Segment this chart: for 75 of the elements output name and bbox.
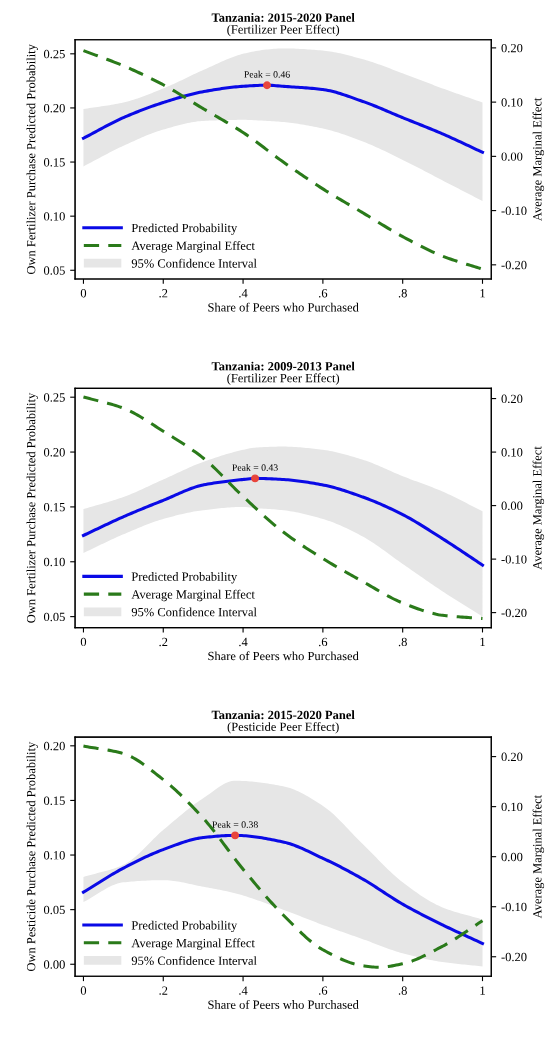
- x-tick-label: 0: [80, 986, 87, 995]
- annotation: 95% Confidence Interval: [131, 258, 257, 268]
- x-tick-label: .2: [159, 289, 168, 298]
- y-tick-label: 0.20: [43, 741, 65, 751]
- x-tick-label: .2: [159, 637, 168, 647]
- y-tick-label: 0.15: [43, 158, 65, 167]
- annotation: Peak = 0.43: [232, 464, 278, 471]
- y2-tick-label: 0.10: [501, 98, 523, 107]
- legend-label: Average Marginal Effect: [131, 589, 255, 602]
- y2-axis-title: Average Marginal Effect: [532, 97, 545, 222]
- y2-tick-label: 0.20: [501, 394, 523, 404]
- y2-tick-label: 0.10: [501, 448, 523, 457]
- chart-subtitle: (Fertilizer Peer Effect): [227, 373, 340, 385]
- x-tick-label: .8: [398, 637, 407, 647]
- annotation: Peak = 0.38: [212, 821, 258, 828]
- x-tick-label: .8: [398, 986, 407, 995]
- x-tick-label: .6: [319, 289, 328, 298]
- y2-tick-label: -0.20: [501, 260, 527, 270]
- x-tick-label: .6: [319, 986, 328, 995]
- y-tick-label: 0.10: [43, 212, 65, 221]
- y-tick-label: 0.10: [43, 851, 65, 860]
- y2-tick-label: 0.00: [501, 501, 523, 511]
- x-tick-label: .4: [239, 986, 248, 995]
- x-tick-label: 0: [80, 637, 87, 647]
- x-tick-label: .6: [319, 637, 328, 647]
- y-tick-label: 0.20: [43, 103, 65, 113]
- y-tick-label: 0.05: [43, 266, 65, 275]
- y-tick-label: 0.15: [43, 502, 65, 512]
- y2-tick-label: 0.10: [501, 802, 523, 812]
- x-tick-label: 1: [480, 637, 485, 646]
- y-tick-label: 0.10: [43, 557, 65, 567]
- y2-tick-label: -0.20: [501, 608, 527, 618]
- x-tick-label: 0: [80, 289, 87, 298]
- annotation: 95% Confidence Interval: [131, 956, 257, 966]
- x-tick-label: 1: [480, 289, 485, 298]
- legend-label: Predicted Probability: [131, 223, 238, 235]
- x-tick-label: .4: [239, 637, 248, 647]
- y2-tick-label: 0.00: [501, 152, 523, 161]
- y2-tick-label: -0.10: [501, 206, 527, 216]
- y2-tick-label: 0.00: [501, 852, 523, 862]
- annotation: 95% Confidence Interval: [131, 607, 257, 617]
- x-tick-label: .4: [239, 289, 248, 298]
- chart-title: Tanzania: 2009-2013 Panel: [211, 361, 355, 371]
- y-tick-label: 0.05: [43, 905, 65, 915]
- legend-label: Predicted Probability: [131, 920, 238, 933]
- x-tick-label: .2: [159, 986, 168, 995]
- y-tick-label: 0.15: [43, 796, 65, 805]
- y-axis-title: Own Pesticide Purchase Predicted Probability: [26, 741, 38, 972]
- x-axis-title: Share of Peers who Purchased: [208, 302, 359, 312]
- chart-subtitle: (Fertilizer Peer Effect): [227, 24, 340, 37]
- y2-tick-label: 0.20: [501, 752, 523, 762]
- y-axis-title: Own Fertilizer Purchase Predicted Probability: [26, 392, 38, 623]
- y2-tick-label: -0.20: [501, 952, 527, 962]
- chart-title: Tanzania: 2015-2020 Panel: [211, 710, 355, 720]
- y2-axis-title: Average Marginal Effect: [532, 446, 545, 570]
- y-tick-label: 0.05: [43, 612, 65, 622]
- legend-label: Predicted Probability: [131, 572, 238, 584]
- legend-label: Average Marginal Effect: [131, 938, 255, 950]
- chart-subtitle: (Pesticide Peer Effect): [227, 722, 339, 734]
- y-tick-label: 0.25: [43, 393, 65, 402]
- y-axis-title: Own Fertilizer Purchase Predicted Probability: [26, 44, 38, 275]
- x-axis-title: Share of Peers who Purchased: [208, 999, 359, 1009]
- chart-title: Tanzania: 2015-2020 Panel: [211, 13, 355, 22]
- y-tick-label: 0.20: [43, 448, 65, 457]
- x-axis-title: Share of Peers who Purchased: [208, 651, 359, 661]
- y2-tick-label: 0.20: [501, 43, 523, 53]
- annotation: Peak = 0.46: [244, 70, 290, 78]
- y2-tick-label: -0.10: [501, 555, 527, 564]
- y2-axis-title: Average Marginal Effect: [532, 794, 545, 919]
- legend-label: Average Marginal Effect: [131, 241, 255, 253]
- x-tick-label: 1: [480, 986, 485, 995]
- y2-tick-label: -0.10: [501, 902, 527, 912]
- x-tick-label: .8: [398, 289, 407, 298]
- y-tick-label: 0.00: [43, 960, 65, 969]
- y-tick-label: 0.25: [43, 49, 65, 59]
